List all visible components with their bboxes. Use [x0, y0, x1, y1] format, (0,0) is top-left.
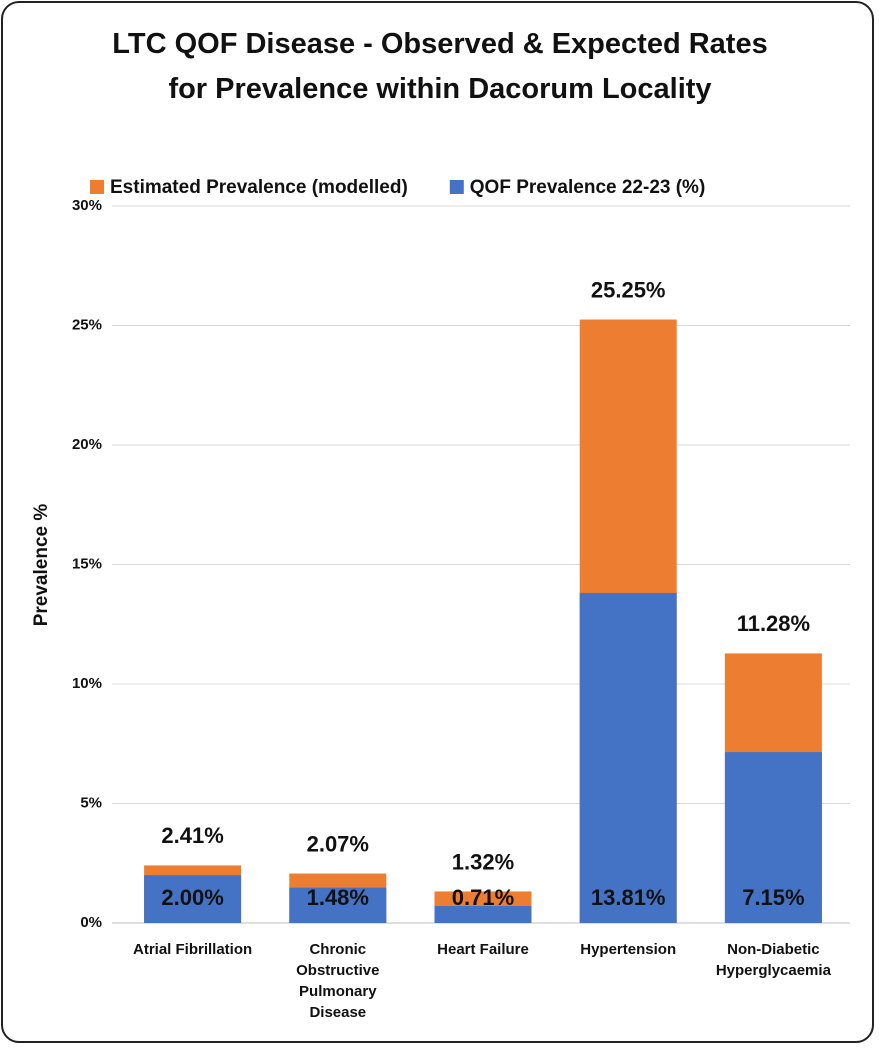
- y-tick-label: 20%: [72, 436, 102, 453]
- y-tick-label: 10%: [72, 675, 102, 692]
- data-label: 25.25%: [591, 277, 666, 302]
- bar: [579, 592, 677, 923]
- bar: [144, 875, 242, 923]
- legend-swatch: [90, 180, 104, 194]
- data-label: 2.00%: [161, 885, 223, 910]
- data-label: 0.71%: [452, 885, 514, 910]
- y-tick-label: 25%: [72, 316, 102, 333]
- x-tick-label: Heart Failure: [437, 941, 529, 958]
- data-label: 1.32%: [452, 849, 514, 874]
- legend-label: QOF Prevalence 22-23 (%): [470, 177, 706, 198]
- legend-swatch: [449, 180, 464, 194]
- x-tick-label: Hypertension: [580, 941, 677, 958]
- data-label: 7.15%: [742, 885, 804, 910]
- bar: [289, 887, 387, 923]
- y-tick-label: 5%: [80, 794, 102, 811]
- x-tick-label: Atrial Fibrillation: [133, 941, 253, 958]
- bar: [434, 906, 532, 923]
- x-tick-label: Non-Diabetic Hyperglycaemia: [715, 941, 831, 979]
- y-tick-label: 30%: [72, 197, 102, 214]
- x-tick-label: Chronic Obstructive Pulmonary Disease: [296, 941, 380, 1021]
- bar: [724, 752, 822, 923]
- y-tick-label: 15%: [72, 555, 102, 572]
- data-label: 1.48%: [307, 885, 369, 910]
- chart-title: LTC QOF Disease - Observed & Expected Ra…: [112, 28, 768, 105]
- y-axis-label: Prevalence %: [31, 504, 52, 627]
- data-label: 2.41%: [161, 823, 223, 848]
- data-label: 13.81%: [591, 885, 666, 910]
- legend-label: Estimated Prevalence (modelled): [110, 177, 408, 198]
- y-tick-label: 0%: [80, 914, 102, 931]
- data-label: 2.07%: [307, 831, 369, 856]
- data-label: 11.28%: [737, 611, 810, 636]
